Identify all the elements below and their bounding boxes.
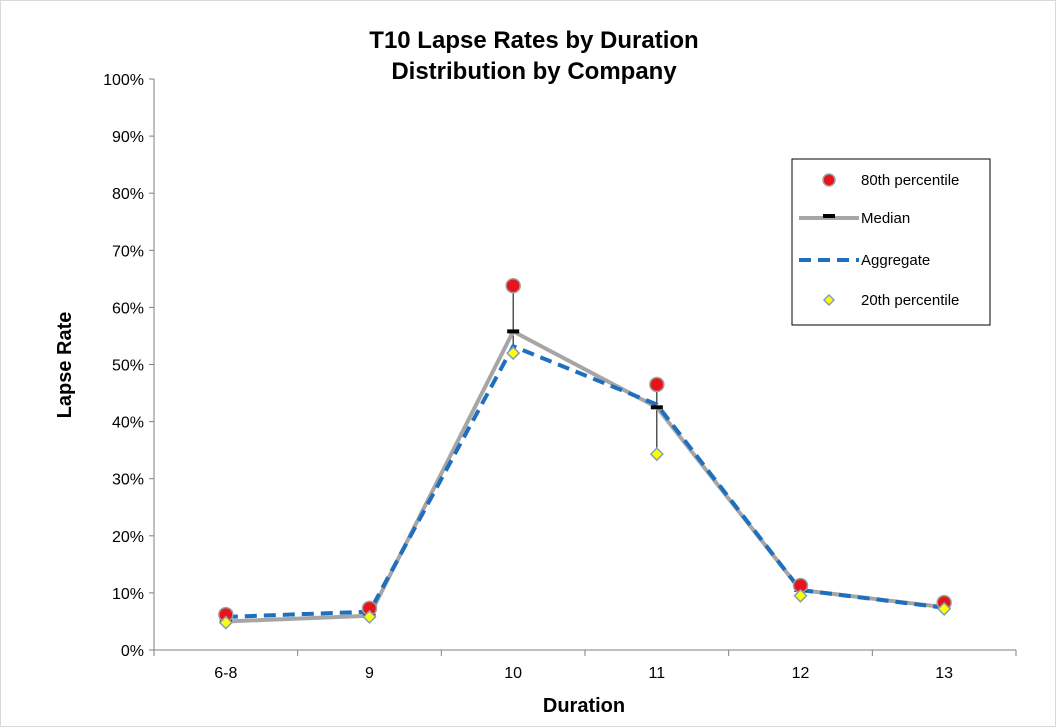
- plot-series: [218, 277, 952, 630]
- p20-marker: [649, 447, 664, 462]
- legend-median-marker: [823, 214, 835, 218]
- y-tick-label: 50%: [112, 358, 144, 375]
- y-axis-title: Lapse Rate: [54, 312, 76, 419]
- legend-label: Median: [861, 210, 910, 227]
- p80-marker: [649, 376, 665, 393]
- median-marker: [650, 405, 663, 410]
- y-tick-label: 20%: [112, 529, 144, 546]
- y-tick-label: 0%: [121, 643, 144, 660]
- y-tick-label: 10%: [112, 586, 144, 603]
- legend-p20-symbol: [822, 293, 836, 307]
- legend-label: 20th percentile: [861, 292, 959, 309]
- y-tick-label: 40%: [112, 415, 144, 432]
- legend-label: 80th percentile: [861, 172, 959, 189]
- x-tick-label: 6-8: [214, 665, 237, 682]
- p20-marker: [506, 346, 521, 361]
- chart-title-line-2: Distribution by Company: [391, 58, 677, 85]
- x-axis-title: Duration: [543, 695, 625, 717]
- y-tick-label: 70%: [112, 243, 144, 260]
- legend-label: Aggregate: [861, 252, 930, 269]
- aggregate-line: [225, 344, 945, 619]
- y-tick-label: 90%: [112, 129, 144, 146]
- median-marker: [507, 329, 520, 334]
- legend-p80-symbol: [822, 173, 836, 187]
- y-tick-label: 80%: [112, 186, 144, 203]
- p20-marker: [218, 615, 233, 630]
- x-tick-label: 11: [649, 665, 666, 682]
- y-tick-label: 30%: [112, 472, 144, 489]
- y-tick-label: 100%: [103, 72, 144, 89]
- axes: 0% 10% 20% 30% 40% 50% 60% 70% 80% 90% 100% 6-8 9 10 1…: [103, 72, 1017, 682]
- x-tick-label: 13: [935, 665, 953, 682]
- p20-marker: [793, 588, 808, 603]
- x-tick-label: 10: [504, 665, 522, 682]
- p80-marker: [505, 277, 521, 294]
- chart-title-line-1: T10 Lapse Rates by Duration: [369, 27, 698, 54]
- x-tick-label: 12: [792, 665, 810, 682]
- legend: 80th percentile Median Aggregate 20th perce…: [791, 158, 991, 326]
- y-tick-label: 60%: [112, 300, 144, 317]
- p20-marker: [362, 609, 377, 624]
- p20-marker: [937, 601, 952, 616]
- x-tick-label: 9: [365, 665, 374, 682]
- legend-box: [791, 158, 991, 326]
